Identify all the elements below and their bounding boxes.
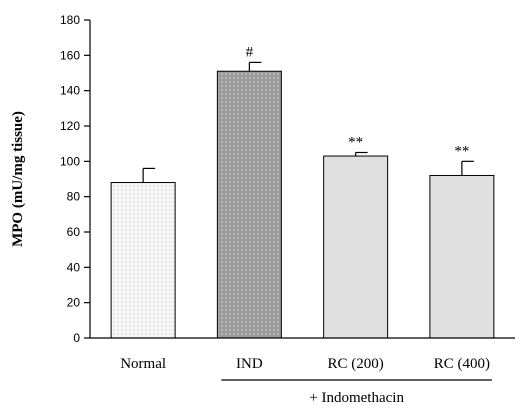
y-tick-label: 80 (67, 190, 81, 204)
y-tick-label: 100 (60, 154, 80, 168)
bars: # ** ** (110, 44, 495, 339)
significance-marker: ** (348, 135, 363, 151)
category-label: IND (236, 356, 263, 372)
y-tick-label: 20 (67, 296, 81, 310)
bar (323, 155, 389, 339)
y-axis-ticks: 0 20 40 60 80 100 120 140 160 180 (60, 13, 90, 345)
bar (429, 174, 495, 339)
y-tick-label: 160 (60, 48, 80, 62)
category-label: RC (400) (434, 356, 490, 372)
y-tick-label: 180 (60, 13, 80, 27)
y-tick-label: 0 (73, 331, 80, 345)
y-axis-label: MPO (mU/mg tissue) (10, 111, 26, 247)
y-tick-label: 60 (67, 225, 81, 239)
y-tick-label: 120 (60, 119, 80, 133)
indomethacin-group-label: + Indomethacin (309, 390, 404, 406)
category-label: RC (200) (328, 356, 384, 372)
category-labels: Normal IND RC (200) RC (400) (120, 356, 490, 372)
category-label: Normal (120, 356, 166, 372)
significance-marker: ** (454, 143, 469, 159)
y-tick-label: 40 (67, 260, 81, 274)
significance-marker: # (246, 44, 254, 60)
bar (216, 70, 282, 339)
bar (110, 182, 176, 339)
y-tick-label: 140 (60, 84, 80, 98)
